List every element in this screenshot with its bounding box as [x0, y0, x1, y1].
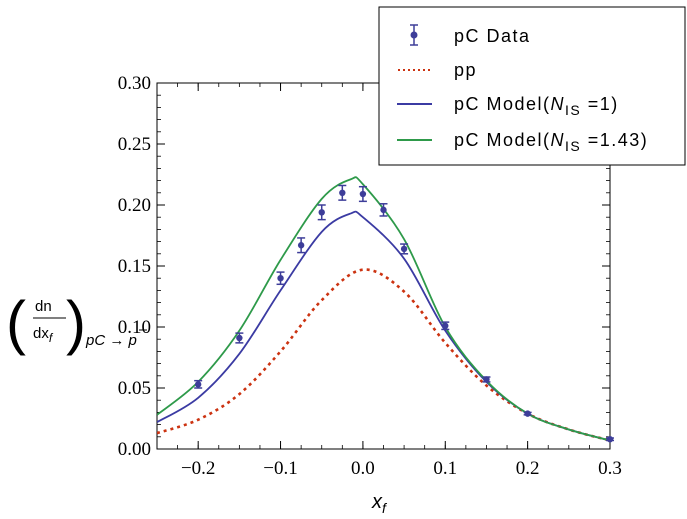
- data-point: [297, 237, 306, 254]
- y-tick-label: 0.20: [118, 195, 151, 216]
- x-tick-label: 0.0: [351, 458, 375, 479]
- data-point: [235, 332, 244, 344]
- data-point: [338, 184, 347, 201]
- data-marker: [277, 275, 284, 282]
- legend: pC Data pp pC Model(NIS =1) pC Model(NIS…: [378, 6, 686, 166]
- y-tick-label: 0.05: [118, 378, 151, 399]
- data-marker: [318, 209, 325, 216]
- data-point: [400, 243, 409, 255]
- data-marker: [524, 410, 531, 417]
- pp-curve: [157, 268, 610, 442]
- y-label-subscript: pC → p: [85, 332, 137, 349]
- x-tick-label: −0.2: [181, 458, 215, 479]
- legend-item-model-1: pC Model(NIS =1): [397, 94, 619, 118]
- svg-text:pp: pp: [454, 60, 477, 80]
- legend-item-data: pC Data: [410, 24, 531, 46]
- data-point: [194, 379, 203, 389]
- y-tick-label: 0.30: [118, 73, 151, 94]
- legend-item-model-143: pC Model(NIS =1.43): [397, 130, 648, 154]
- data-marker: [442, 322, 449, 329]
- x-tick-label: −0.1: [263, 458, 297, 479]
- y-label-numerator: dn: [35, 298, 52, 315]
- y-label-denominator: dxf: [33, 325, 54, 345]
- data-point: [523, 410, 532, 417]
- data-marker: [380, 206, 387, 214]
- data-marker: [359, 190, 367, 198]
- data-point: [317, 204, 326, 221]
- y-axis-label: ( dn dxf ) pC → p: [6, 289, 147, 356]
- x-axis-label: xf: [371, 491, 388, 516]
- svg-text:pC Data: pC Data: [454, 26, 531, 46]
- data-point: [606, 436, 614, 443]
- y-tick-label: 0.10: [118, 317, 151, 338]
- data-marker: [236, 334, 243, 342]
- data-point: [441, 321, 450, 331]
- data-marker: [400, 245, 408, 253]
- model-nis-1-curve: [157, 210, 610, 442]
- data-point: [358, 185, 367, 203]
- y-tick-label: 0.00: [118, 439, 151, 460]
- series-layer: [157, 176, 614, 443]
- legend-item-pp: pp: [398, 60, 477, 80]
- y-tick-label: 0.15: [118, 256, 151, 277]
- legend-box: [378, 6, 686, 166]
- x-tick-label: 0.3: [598, 458, 622, 479]
- data-point: [276, 271, 285, 286]
- data-marker: [606, 436, 614, 443]
- svg-text:(: (: [6, 289, 26, 356]
- x-tick-label: 0.1: [433, 458, 457, 479]
- svg-text:pC Model(NIS =1): pC Model(NIS =1): [454, 94, 619, 118]
- data-marker: [194, 381, 202, 388]
- data-point: [482, 376, 491, 383]
- svg-text:pC Model(NIS =1.43): pC Model(NIS =1.43): [454, 130, 648, 154]
- svg-text:): ): [66, 289, 86, 356]
- y-tick-label: 0.25: [118, 134, 151, 155]
- tick-group: −0.2 −0.1 0.0 0.1 0.2 0.3 0.00 0.05 0.10 0.15 0.20…: [118, 73, 622, 479]
- data-marker: [339, 189, 346, 196]
- data-point: [379, 203, 388, 217]
- data-marker: [483, 376, 490, 383]
- x-tick-label: 0.2: [516, 458, 540, 479]
- data-marker: [297, 242, 305, 249]
